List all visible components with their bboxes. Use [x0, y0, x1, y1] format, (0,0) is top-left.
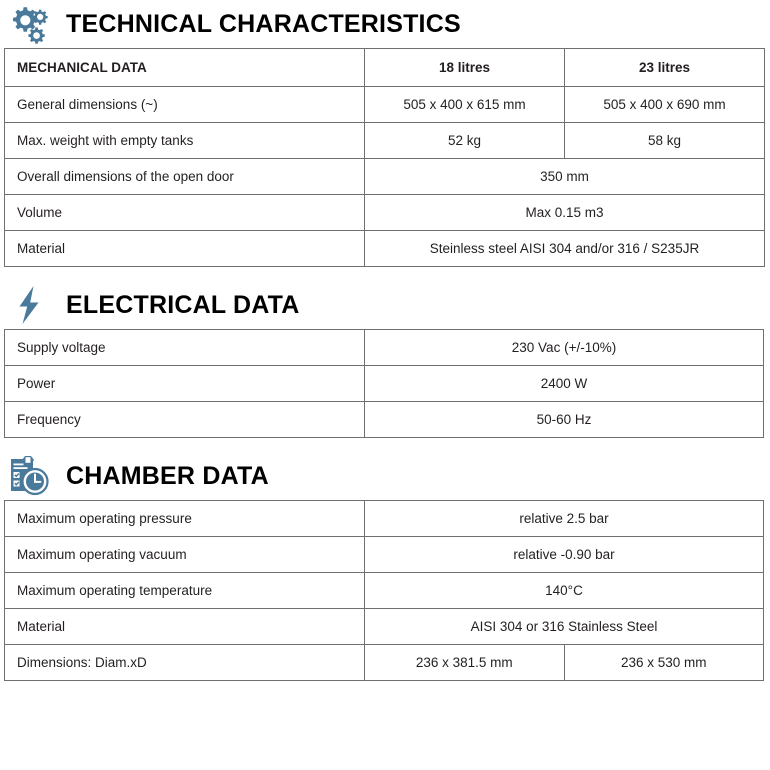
- table-row: Dimensions: Diam.xD 236 x 381.5 mm 236 x…: [4, 644, 764, 681]
- row-value-shared: 230 Vac (+/-10%): [364, 329, 764, 366]
- header-cell-mechanical-data: MECHANICAL DATA: [4, 48, 365, 87]
- row-value-shared: relative -0.90 bar: [364, 536, 764, 573]
- header-cell-23-litres: 23 litres: [564, 48, 765, 87]
- table-row: Supply voltage 230 Vac (+/-10%): [4, 329, 764, 366]
- table-header-row: MECHANICAL DATA 18 litres 23 litres: [4, 48, 765, 87]
- row-label: Frequency: [4, 401, 365, 438]
- row-label: Max. weight with empty tanks: [4, 122, 365, 159]
- row-label: Maximum operating temperature: [4, 572, 365, 609]
- row-label: Dimensions: Diam.xD: [4, 644, 365, 681]
- gears-icon: [6, 1, 52, 47]
- table-technical-characteristics: MECHANICAL DATA 18 litres 23 litres Gene…: [4, 48, 765, 267]
- table-row: Maximum operating temperature 140°C: [4, 572, 764, 609]
- row-label: General dimensions (~): [4, 86, 365, 123]
- section-header-electrical-data: ELECTRICAL DATA: [0, 281, 770, 329]
- row-label: Material: [4, 608, 365, 645]
- row-value-shared: relative 2.5 bar: [364, 500, 764, 537]
- table-chamber-data: Maximum operating pressure relative 2.5 …: [4, 500, 764, 681]
- table-row: Power 2400 W: [4, 365, 764, 402]
- clipboard-clock-icon: [6, 453, 52, 499]
- spacer: [0, 267, 770, 281]
- header-cell-18-litres: 18 litres: [364, 48, 565, 87]
- lightning-bolt-icon: [6, 282, 52, 328]
- section-title: TECHNICAL CHARACTERISTICS: [66, 9, 461, 38]
- spacer: [0, 438, 770, 452]
- row-value-18l: 505 x 400 x 615 mm: [364, 86, 565, 123]
- table-row: Frequency 50-60 Hz: [4, 401, 764, 438]
- table-electrical-data: Supply voltage 230 Vac (+/-10%) Power 24…: [4, 329, 764, 438]
- row-label: Maximum operating pressure: [4, 500, 365, 537]
- table-row: Material AISI 304 or 316 Stainless Steel: [4, 608, 764, 645]
- table-row: General dimensions (~) 505 x 400 x 615 m…: [4, 86, 765, 123]
- row-label: Overall dimensions of the open door: [4, 158, 365, 195]
- row-value-shared: 50-60 Hz: [364, 401, 764, 438]
- table-row: Maximum operating pressure relative 2.5 …: [4, 500, 764, 537]
- row-value-23l: 236 x 530 mm: [563, 644, 764, 681]
- section-title: ELECTRICAL DATA: [66, 290, 300, 319]
- row-value-shared: Max 0.15 m3: [364, 194, 765, 231]
- row-value-shared: 140°C: [364, 572, 764, 609]
- table-row: Material Steinless steel AISI 304 and/or…: [4, 230, 765, 267]
- row-value-23l: 505 x 400 x 690 mm: [564, 86, 765, 123]
- row-label: Volume: [4, 194, 365, 231]
- row-label: Power: [4, 365, 365, 402]
- section-header-chamber-data: CHAMBER DATA: [0, 452, 770, 500]
- row-value-shared: 2400 W: [364, 365, 764, 402]
- table-row: Max. weight with empty tanks 52 kg 58 kg: [4, 122, 765, 159]
- row-label: Material: [4, 230, 365, 267]
- section-title: CHAMBER DATA: [66, 461, 269, 490]
- row-value-shared: Steinless steel AISI 304 and/or 316 / S2…: [364, 230, 765, 267]
- row-label: Maximum operating vacuum: [4, 536, 365, 573]
- row-value-shared: AISI 304 or 316 Stainless Steel: [364, 608, 764, 645]
- table-row: Maximum operating vacuum relative -0.90 …: [4, 536, 764, 573]
- section-header-technical-characteristics: TECHNICAL CHARACTERISTICS: [0, 0, 770, 48]
- table-row: Volume Max 0.15 m3: [4, 194, 765, 231]
- row-label: Supply voltage: [4, 329, 365, 366]
- row-value-shared: 350 mm: [364, 158, 765, 195]
- row-value-23l: 58 kg: [564, 122, 765, 159]
- row-value-18l: 52 kg: [364, 122, 565, 159]
- row-value-18l: 236 x 381.5 mm: [364, 644, 565, 681]
- table-row: Overall dimensions of the open door 350 …: [4, 158, 765, 195]
